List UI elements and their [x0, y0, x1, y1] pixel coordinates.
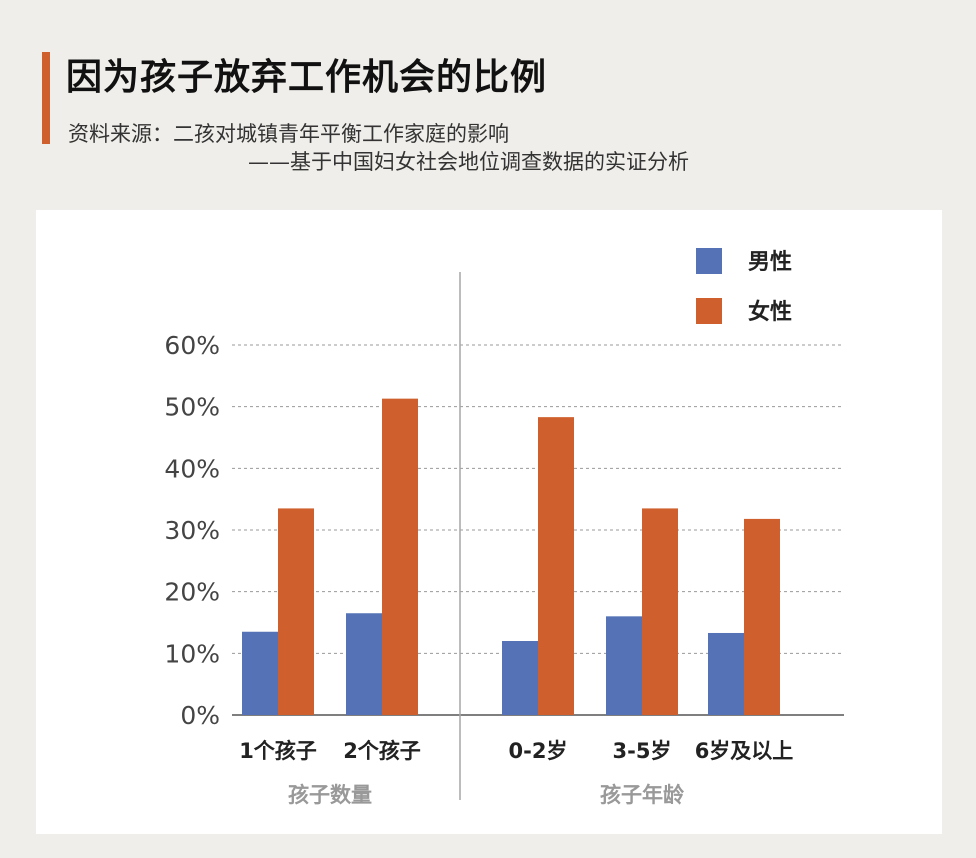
- group-labels: 孩子数量 孩子年龄: [288, 783, 685, 807]
- y-axis-ticks: 0% 10% 20% 30% 40% 50% 60%: [164, 331, 220, 730]
- source-note-line2: ——基于中国妇女社会地位调查数据的实证分析: [248, 150, 689, 174]
- y-tick-label: 10%: [164, 639, 220, 668]
- bar-male: [242, 631, 278, 715]
- y-tick-label: 50%: [164, 393, 220, 422]
- category-label: 6岁及以上: [695, 739, 794, 763]
- y-tick-label: 60%: [164, 331, 220, 360]
- group-label: 孩子年龄: [600, 783, 685, 807]
- category-label: 3-5岁: [613, 739, 672, 763]
- bar-female: [642, 508, 678, 715]
- bars: [242, 398, 780, 715]
- bar-male: [502, 641, 538, 715]
- legend-label: 男性: [748, 250, 792, 275]
- group-label: 孩子数量: [288, 783, 372, 807]
- legend-swatch-female: [696, 298, 722, 324]
- category-label: 1个孩子: [239, 739, 317, 763]
- bar-male: [606, 616, 642, 715]
- y-tick-label: 0%: [180, 701, 220, 730]
- bar-male: [346, 613, 382, 715]
- bar-female: [278, 508, 314, 715]
- bar-male: [708, 632, 744, 715]
- y-tick-label: 20%: [164, 578, 220, 607]
- legend-swatch-male: [696, 248, 722, 274]
- category-label: 0-2岁: [509, 739, 568, 763]
- y-tick-label: 30%: [164, 516, 220, 545]
- source-note-line1: 资料来源：二孩对城镇青年平衡工作家庭的影响: [68, 122, 509, 146]
- bar-female: [744, 518, 780, 715]
- bar-chart: 0% 10% 20% 30% 40% 50% 60% 1个孩子 2个孩子 0-2岁 3-5岁 6岁及…: [164, 248, 844, 807]
- chart-panel: 0% 10% 20% 30% 40% 50% 60% 1个孩子 2个孩子 0-2岁 3-5岁 6岁及…: [36, 210, 942, 834]
- title-accent-bar: [42, 52, 50, 144]
- category-label: 2个孩子: [343, 739, 421, 763]
- bar-female: [382, 398, 418, 715]
- category-labels: 1个孩子 2个孩子 0-2岁 3-5岁 6岁及以上: [239, 739, 793, 763]
- legend-label: 女性: [748, 299, 792, 325]
- page-title: 因为孩子放弃工作机会的比例: [66, 57, 548, 98]
- y-tick-label: 40%: [164, 454, 220, 483]
- bar-female: [538, 417, 574, 715]
